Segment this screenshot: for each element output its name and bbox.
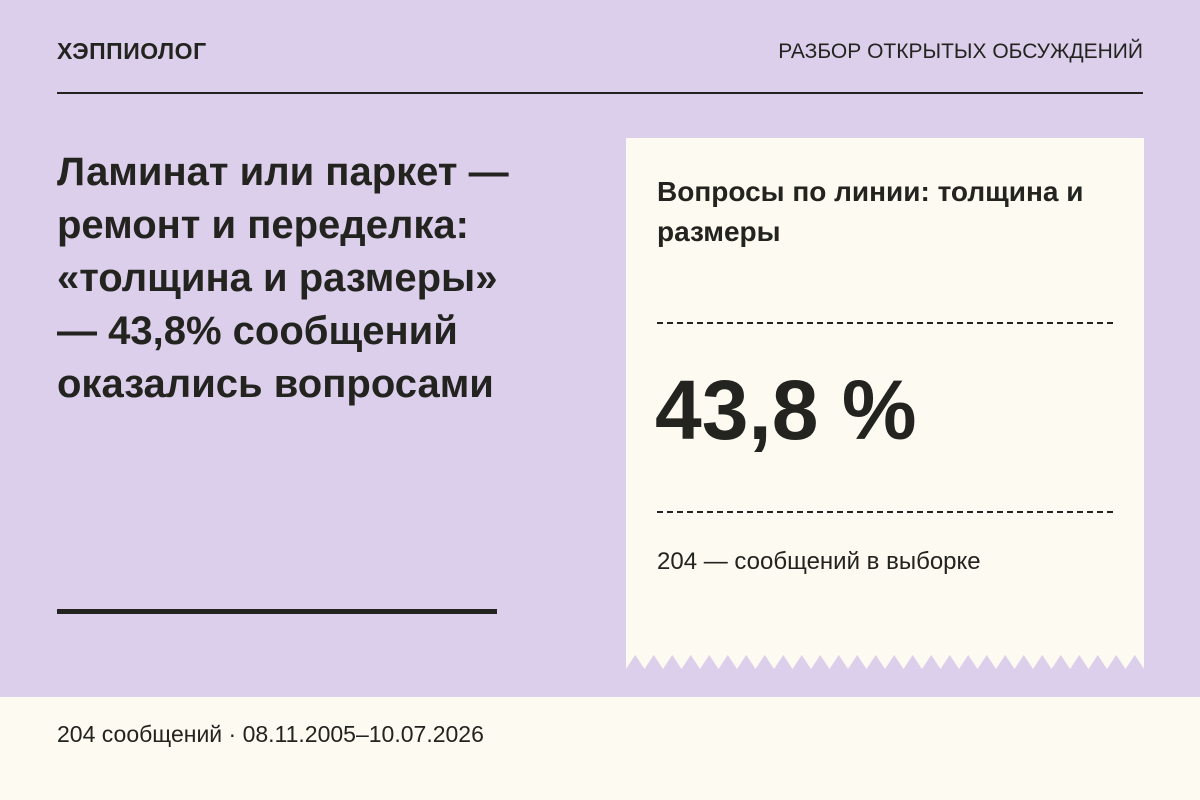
footer: 204 сообщений · 08.11.2005–10.07.2026 [57, 721, 484, 747]
dashed-divider [657, 511, 1113, 513]
card-shape [626, 138, 1144, 669]
card-value: 43,8 % [655, 363, 917, 457]
brand: ХЭППИОЛОГ [57, 38, 207, 64]
card-note: 204 — сообщений в выборке [657, 548, 981, 575]
dashed-divider [657, 322, 1113, 324]
footer-background [0, 697, 1200, 800]
card-background [626, 138, 1144, 669]
divider [57, 92, 1143, 94]
accent-bar [57, 609, 497, 614]
card-title: Вопросы по линии: толщина и размеры [657, 176, 1084, 247]
section-label: РАЗБОР ОТКРЫТЫХ ОБСУЖДЕНИЙ [778, 40, 1143, 63]
headline: Ламинат или паркет — ремонт и переделка:… [57, 150, 509, 406]
